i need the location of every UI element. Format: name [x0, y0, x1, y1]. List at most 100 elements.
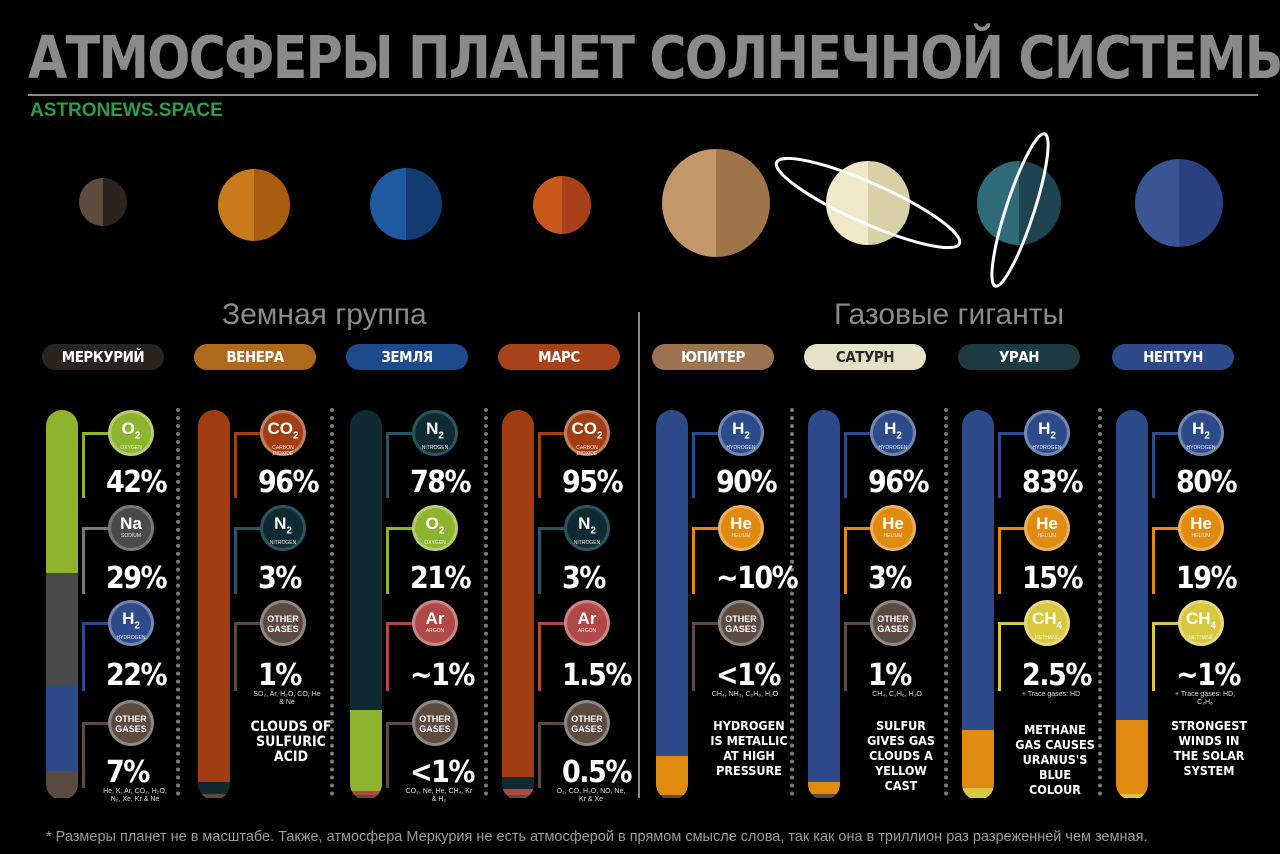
trace-gases-note: + Trace gases: HD, C₂H₆ — [1174, 691, 1236, 706]
composition-bar — [502, 410, 534, 800]
gas-name: HELIUM — [1037, 533, 1057, 539]
gas-badge: He HELIUM — [718, 505, 764, 551]
bar-segment — [962, 410, 994, 731]
gas-badge: OTHER GASES — [260, 600, 306, 646]
gas-symbol: N2 — [274, 514, 292, 537]
composition-bar — [198, 410, 230, 800]
gas-percentage: 42% — [106, 465, 168, 500]
gas-symbol: OTHER GASES — [115, 714, 147, 734]
bar-segment — [502, 789, 534, 795]
connector-line — [386, 527, 413, 594]
gas-symbol: N2 — [578, 514, 596, 537]
gas-badge: He HELIUM — [1024, 505, 1070, 551]
gas-name: OXYGEN — [424, 540, 446, 547]
planet-fact: STRONGEST WINDS IN THE SOLAR SYSTEM — [1170, 718, 1248, 778]
bar-segment — [198, 794, 230, 798]
trace-gases-note: SO₂, Ar, H₂O, CO, He & Ne — [253, 691, 321, 706]
planet-name-pill: УРАН — [958, 344, 1080, 370]
gas-percentage: 22% — [106, 658, 168, 693]
gas-percentage: ~1% — [410, 658, 475, 693]
connector-line — [234, 432, 261, 498]
gas-symbol: Ar — [425, 609, 445, 628]
gas-name: HELIUM — [1191, 533, 1211, 539]
connector-line — [386, 722, 413, 788]
gas-badge: O2 OXYGEN — [412, 505, 458, 551]
bar-segment — [656, 794, 688, 798]
gas-badge: Ar ARGON — [412, 600, 458, 646]
gas-symbol: CO2 — [571, 419, 603, 442]
gas-symbol: H2 — [1038, 419, 1056, 442]
connector-line — [538, 622, 565, 691]
bar-segment — [656, 410, 688, 757]
gas-symbol: Ar — [577, 609, 597, 628]
title-rule — [28, 94, 1258, 96]
gas-name: CARBON DIOXIDE — [576, 445, 598, 458]
planet-name-pill: ЗЕМЛЯ — [346, 344, 468, 370]
gas-symbol: CH4 — [1031, 609, 1063, 632]
gas-name: OXYGEN — [120, 445, 142, 452]
bar-segment — [198, 410, 230, 783]
gas-name: NITROGEN — [269, 540, 297, 547]
gas-name: ARGON — [577, 628, 597, 634]
planet-name-pill: НЕПТУН — [1112, 344, 1234, 370]
bar-segment — [656, 756, 688, 795]
bar-segment — [46, 572, 78, 686]
planet-name-pill: МАРС — [498, 344, 620, 370]
connector-line — [538, 722, 565, 788]
gas-name: HYDROGEN — [116, 635, 146, 642]
gas-name: HYDROGEN — [878, 445, 908, 452]
gas-badge: OTHER GASES — [564, 700, 610, 746]
footnote: * Размеры планет не в масштабе. Также, а… — [46, 829, 1148, 845]
gas-name: HELIUM — [883, 533, 903, 539]
trace-gases-note: + Trace gases: HD — [1021, 691, 1081, 698]
gas-badge: N2 NITROGEN — [260, 505, 306, 551]
gas-symbol: H2 — [884, 419, 902, 442]
gas-name: METHANE — [1188, 635, 1214, 642]
planet-body-6 — [826, 161, 910, 245]
gas-symbol: O2 — [425, 514, 445, 537]
gas-percentage: 1% — [868, 658, 912, 693]
composition-bar — [1116, 410, 1148, 800]
column-separator — [790, 408, 794, 796]
gas-name: SODIUM — [121, 533, 141, 539]
gas-percentage: 78% — [410, 465, 472, 500]
planet-fact: SULFUR GIVES GAS CLOUDS A YELLOW CAST — [867, 718, 935, 793]
gas-percentage: ~10% — [716, 561, 799, 596]
gas-badge: He HELIUM — [1178, 505, 1224, 551]
trace-gases-note: CH₄, C₂H₆, H₂O — [872, 691, 922, 698]
planet-name-pill: САТУРН — [804, 344, 926, 370]
bar-segment — [1116, 794, 1148, 798]
bar-segment — [46, 410, 78, 573]
bar-segment — [808, 782, 840, 795]
gas-name: METHANE — [1034, 635, 1060, 642]
gas-percentage: 3% — [562, 561, 606, 596]
gas-percentage: 21% — [410, 561, 472, 596]
planet-body-4 — [533, 176, 591, 234]
bar-segment — [962, 730, 994, 789]
gas-name: ARGON — [425, 628, 445, 634]
connector-line — [1152, 622, 1179, 691]
saturn-ring — [774, 156, 962, 250]
gas-badge: Ar ARGON — [564, 600, 610, 646]
gas-symbol: H2 — [1192, 419, 1210, 442]
gas-percentage: 80% — [1176, 465, 1238, 500]
gas-badge: He HELIUM — [870, 505, 916, 551]
connector-line — [998, 432, 1025, 498]
bar-segment — [808, 410, 840, 783]
gas-name: HELIUM — [731, 533, 751, 539]
gas-percentage: 0.5% — [562, 755, 632, 790]
gas-symbol: O2 — [121, 419, 141, 442]
bar-segment — [350, 410, 382, 711]
gas-percentage: 96% — [868, 465, 930, 500]
planet-body-5 — [662, 149, 770, 257]
planet-body-2 — [218, 169, 290, 241]
gas-symbol: H2 — [732, 419, 750, 442]
gas-badge: CH4 METHANE — [1178, 600, 1224, 646]
connector-line — [538, 527, 565, 594]
bar-segment — [350, 710, 382, 792]
bar-segment — [198, 782, 230, 795]
gas-symbol: CH4 — [1185, 609, 1217, 632]
group-label-giants: Газовые гиганты — [834, 298, 1065, 331]
composition-bar — [808, 410, 840, 800]
connector-line — [538, 432, 565, 498]
